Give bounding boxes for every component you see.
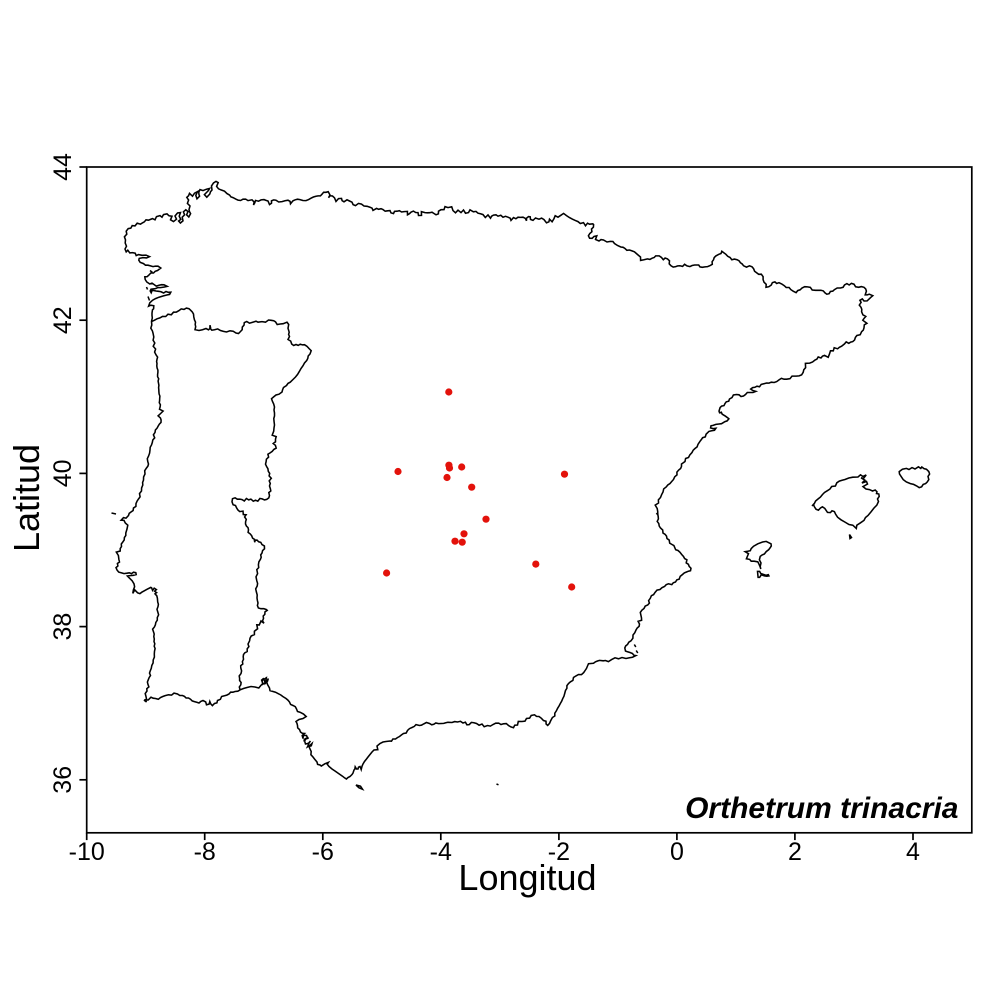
svg-text:44: 44 — [49, 153, 77, 181]
svg-text:-6: -6 — [312, 838, 334, 866]
svg-text:42: 42 — [49, 306, 77, 334]
svg-text:38: 38 — [49, 613, 77, 641]
svg-text:36: 36 — [49, 766, 77, 794]
svg-text:-4: -4 — [430, 838, 452, 866]
svg-text:-2: -2 — [548, 838, 570, 866]
svg-text:Latitud: Latitud — [6, 444, 47, 552]
svg-text:-8: -8 — [194, 838, 216, 866]
svg-text:Longitud: Longitud — [458, 857, 596, 898]
svg-text:-10: -10 — [69, 838, 105, 866]
svg-text:4: 4 — [906, 838, 920, 866]
svg-text:2: 2 — [788, 838, 802, 866]
svg-text:Orthetrum trinacria: Orthetrum trinacria — [685, 792, 958, 825]
svg-text:40: 40 — [49, 459, 77, 487]
svg-text:0: 0 — [670, 838, 684, 866]
